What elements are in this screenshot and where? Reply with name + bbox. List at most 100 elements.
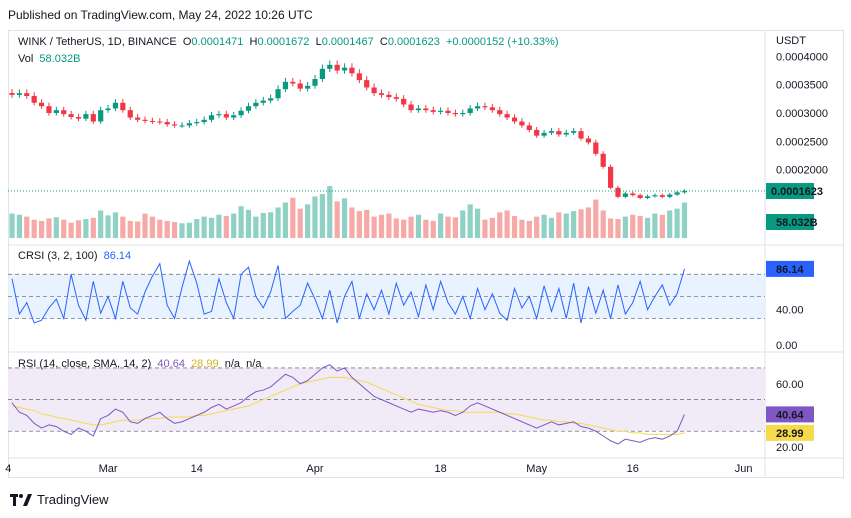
- volume-bar: [297, 208, 303, 238]
- volume-bar: [378, 214, 385, 238]
- candle-body: [371, 87, 377, 94]
- candle-body: [615, 187, 621, 197]
- candle-body: [327, 64, 333, 69]
- volume-bar: [630, 214, 636, 238]
- volume-bar: [341, 198, 348, 238]
- volume-bar: [349, 207, 355, 238]
- candle-body: [223, 114, 229, 118]
- price-tick-label: 0.0002500: [776, 136, 828, 148]
- volume-bar: [68, 222, 74, 238]
- volume-bar: [460, 210, 466, 238]
- footer-brand[interactable]: TradingView: [10, 492, 109, 507]
- candle-body: [268, 98, 274, 101]
- volume-bar: [282, 202, 289, 238]
- candle-body: [585, 138, 592, 143]
- volume-bar: [275, 207, 281, 238]
- candle-body: [489, 107, 495, 111]
- rsi-value: 40.64: [157, 358, 185, 370]
- volume-bar: [541, 214, 547, 238]
- crsi-label[interactable]: CRSI (3, 2, 100): [18, 250, 98, 262]
- candle-body: [607, 166, 614, 188]
- candle-body: [238, 110, 244, 116]
- time-tick-label: 14: [191, 463, 203, 475]
- candle-body: [364, 80, 370, 88]
- crsi-tick-label: 0.00: [776, 340, 797, 352]
- volume-bar: [393, 218, 399, 238]
- volume-bar: [430, 220, 436, 238]
- tradingview-logo-icon: [10, 493, 32, 506]
- time-tick-label: May: [526, 463, 547, 475]
- volume-bar: [53, 217, 59, 238]
- volume-bar: [38, 220, 45, 238]
- volume-value: 58.032B: [39, 53, 81, 65]
- volume-bar: [305, 204, 311, 238]
- time-tick-label: 18: [434, 463, 446, 475]
- volume-bar: [260, 212, 266, 238]
- close-label: C: [379, 36, 388, 48]
- candle-body: [112, 102, 119, 109]
- candle-body: [438, 110, 444, 112]
- volume-tag-label: 58.032B: [776, 217, 818, 229]
- candle-body: [297, 83, 303, 89]
- candle-body: [341, 67, 348, 71]
- volume-label[interactable]: Vol: [18, 53, 34, 65]
- volume-bar: [371, 216, 377, 238]
- candle-body: [497, 110, 503, 115]
- price-tick-label: 0.0002000: [776, 165, 828, 177]
- candle-body: [504, 114, 510, 118]
- volume-bar: [253, 216, 259, 238]
- candle-body: [290, 81, 296, 84]
- candle-body: [194, 122, 200, 124]
- candle-body: [467, 108, 473, 113]
- rsi-legend: RSI (14, close, SMA, 14, 2) 40.64 28.99 …: [18, 358, 261, 370]
- volume-bar: [90, 217, 96, 238]
- candle-body: [511, 117, 518, 122]
- candle-body: [98, 110, 104, 122]
- volume-bar: [245, 209, 252, 238]
- crsi-legend: CRSI (3, 2, 100) 86.14: [18, 250, 131, 262]
- volume-legend: Vol 58.032B: [18, 53, 80, 65]
- volume-bar: [401, 219, 407, 238]
- rsi-value-tag: [766, 406, 814, 423]
- volume-bar: [201, 216, 207, 238]
- candle-body: [46, 106, 52, 113]
- candle-body: [24, 93, 30, 96]
- volume-bar: [482, 219, 488, 238]
- volume-bar: [179, 223, 185, 238]
- volume-bar: [519, 219, 525, 238]
- crsi-line: [11, 259, 685, 324]
- volume-bar: [504, 210, 510, 238]
- volume-bar: [268, 212, 274, 238]
- candle-body: [16, 93, 22, 95]
- candle-body: [31, 96, 37, 103]
- rsi-ma-tag-label: 28.99: [776, 428, 804, 440]
- rsi-na-2: n/a: [246, 358, 262, 370]
- volume-bar: [231, 213, 237, 238]
- volume-bar: [186, 222, 192, 238]
- candle-body: [157, 121, 163, 123]
- candle-body: [667, 194, 673, 197]
- candle-body: [312, 79, 318, 86]
- volume-bar: [61, 219, 67, 238]
- high-label: H: [249, 36, 258, 48]
- volume-bar: [497, 212, 503, 238]
- rsi-label[interactable]: RSI (14, close, SMA, 14, 2): [18, 358, 152, 370]
- candle-body: [135, 117, 141, 120]
- candle-body: [83, 114, 89, 119]
- volume-bar: [171, 222, 178, 238]
- price-axis-currency: USDT: [776, 35, 806, 47]
- volume-bar: [334, 201, 340, 238]
- candle-body: [231, 115, 237, 118]
- candle-body: [408, 104, 414, 111]
- volume-bar: [452, 217, 458, 238]
- symbol-label[interactable]: WINK / TetherUS, 1D, BINANCE: [18, 36, 177, 48]
- candle-body: [630, 193, 636, 196]
- candle-body: [201, 119, 207, 123]
- volume-bar: [644, 217, 651, 238]
- volume-bar: [216, 214, 222, 238]
- candle-body: [90, 114, 96, 122]
- price-tick-label: 0.0004000: [776, 51, 828, 63]
- candle-body: [534, 130, 540, 136]
- volume-bar: [438, 213, 444, 238]
